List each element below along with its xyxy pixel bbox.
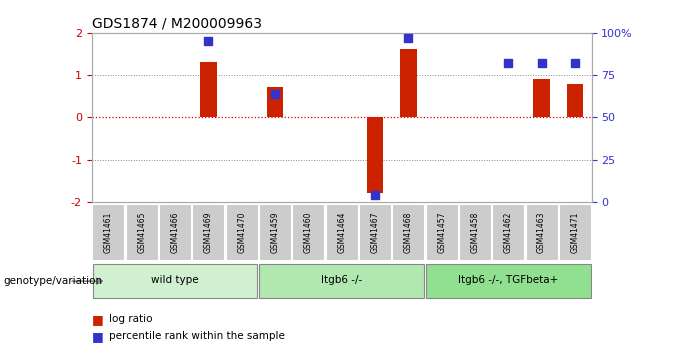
- Bar: [526, 204, 558, 260]
- Bar: [426, 264, 591, 298]
- Point: [503, 60, 514, 66]
- Text: GSM41462: GSM41462: [504, 211, 513, 253]
- Bar: [92, 264, 258, 298]
- Bar: [126, 204, 158, 260]
- Text: GSM41457: GSM41457: [437, 211, 446, 253]
- Bar: [259, 264, 424, 298]
- Text: log ratio: log ratio: [109, 314, 152, 324]
- Bar: [192, 204, 224, 260]
- Bar: [367, 117, 384, 193]
- Bar: [226, 204, 258, 260]
- Point: [536, 60, 547, 66]
- Bar: [566, 84, 583, 117]
- Text: ■: ■: [92, 330, 103, 343]
- Bar: [400, 49, 417, 117]
- Bar: [492, 204, 524, 260]
- Bar: [292, 204, 324, 260]
- Text: GSM41464: GSM41464: [337, 211, 346, 253]
- Text: GSM41459: GSM41459: [271, 211, 279, 253]
- Bar: [559, 204, 591, 260]
- Text: GSM41471: GSM41471: [571, 211, 579, 253]
- Text: GDS1874 / M200009963: GDS1874 / M200009963: [92, 16, 262, 30]
- Text: GSM41467: GSM41467: [371, 211, 379, 253]
- Text: percentile rank within the sample: percentile rank within the sample: [109, 332, 285, 341]
- Point: [269, 91, 280, 96]
- Bar: [200, 62, 217, 117]
- Bar: [267, 87, 284, 117]
- Point: [370, 192, 381, 198]
- Bar: [259, 204, 291, 260]
- Bar: [326, 204, 358, 260]
- Bar: [426, 204, 458, 260]
- Text: GSM41463: GSM41463: [537, 211, 546, 253]
- Bar: [459, 204, 491, 260]
- Bar: [392, 204, 424, 260]
- Text: GSM41468: GSM41468: [404, 211, 413, 253]
- Text: GSM41465: GSM41465: [137, 211, 146, 253]
- Text: GSM41469: GSM41469: [204, 211, 213, 253]
- Text: GSM41461: GSM41461: [104, 211, 113, 253]
- Text: GSM41466: GSM41466: [171, 211, 180, 253]
- Text: Itgb6 -/-: Itgb6 -/-: [321, 275, 362, 285]
- Text: ■: ■: [92, 313, 103, 326]
- Text: GSM41470: GSM41470: [237, 211, 246, 253]
- Text: GSM41460: GSM41460: [304, 211, 313, 253]
- Bar: [159, 204, 191, 260]
- Text: GSM41458: GSM41458: [471, 211, 479, 253]
- Bar: [359, 204, 391, 260]
- Bar: [92, 204, 124, 260]
- Point: [203, 38, 214, 44]
- Text: wild type: wild type: [151, 275, 199, 285]
- Point: [570, 60, 581, 66]
- Point: [403, 35, 413, 41]
- Text: Itgb6 -/-, TGFbeta+: Itgb6 -/-, TGFbeta+: [458, 275, 558, 285]
- Text: genotype/variation: genotype/variation: [3, 276, 103, 286]
- Bar: [533, 79, 550, 117]
